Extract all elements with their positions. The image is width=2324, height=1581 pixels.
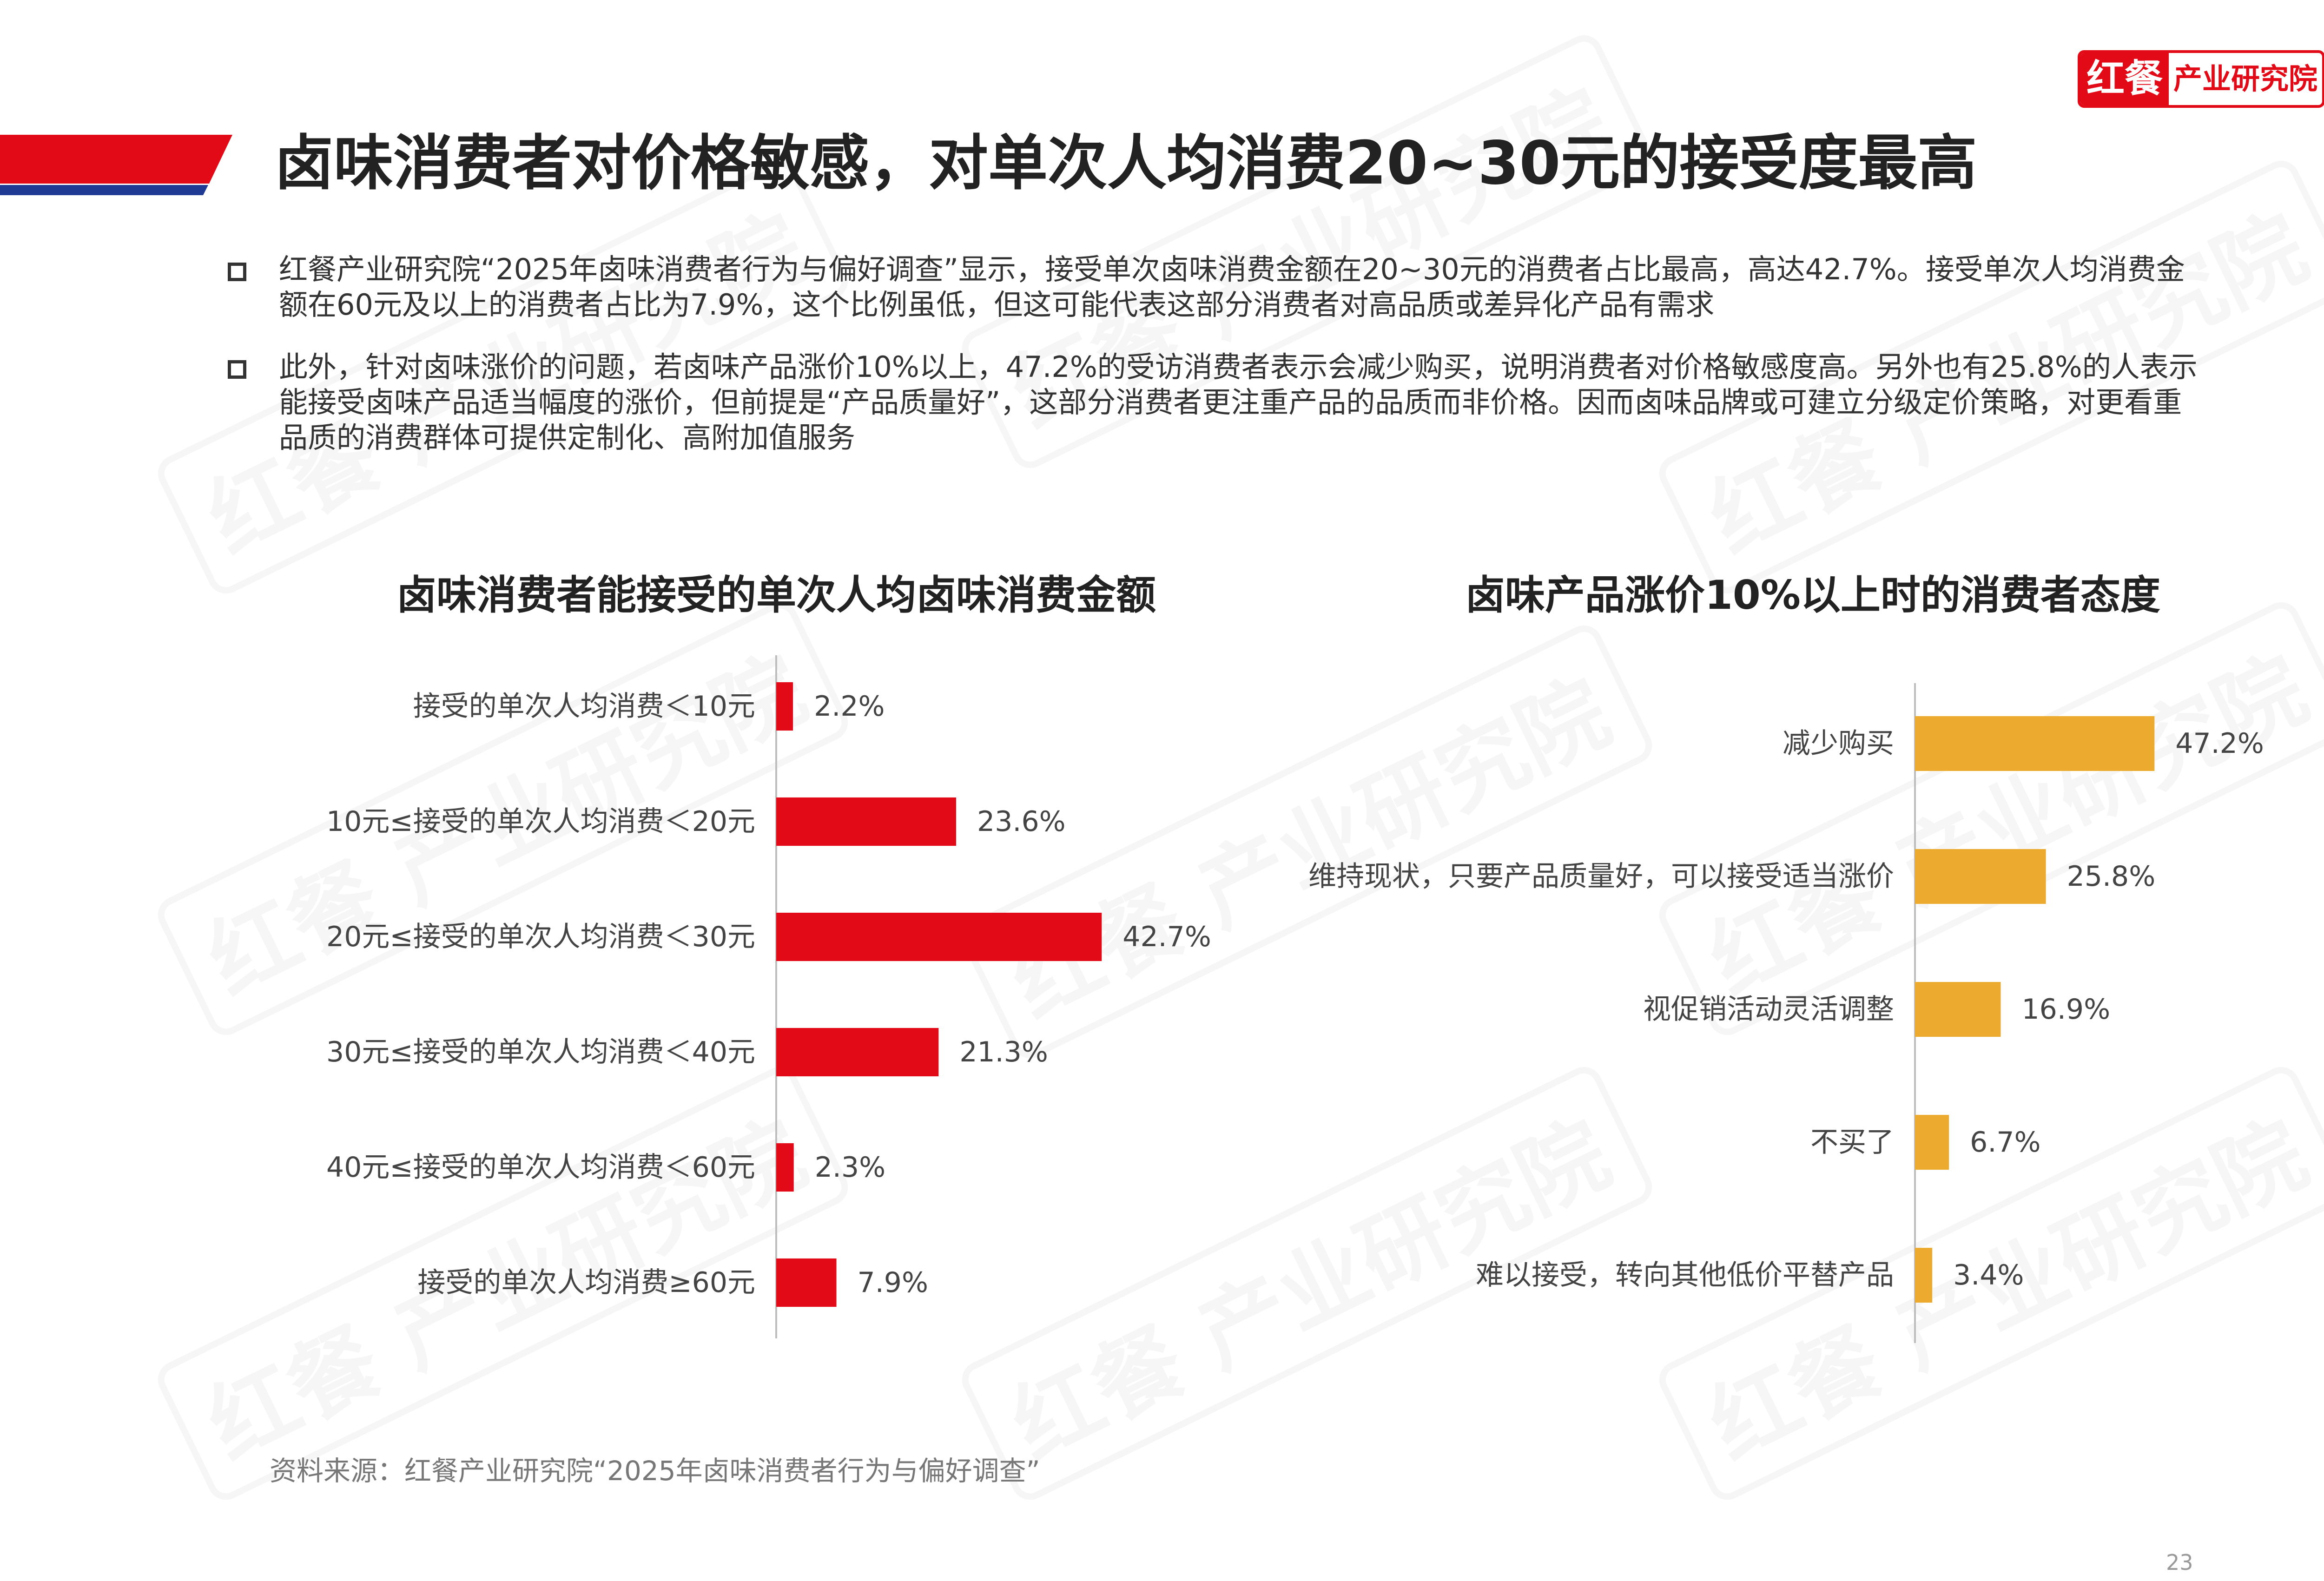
logo-wordmark: 产业研究院	[2173, 62, 2317, 96]
bar	[776, 1258, 837, 1307]
bullet-square-icon	[228, 360, 246, 379]
category-label: 维持现状，只要产品质量好，可以接受适当涨价	[1308, 860, 1894, 893]
category-label: 20元≤接受的单次人均消费＜30元	[326, 921, 755, 953]
source-note: 资料来源：红餐产业研究院“2025年卤味消费者行为与偏好调查”	[270, 1455, 1040, 1487]
bullet-paragraph: 此外，针对卤味涨价的问题，若卤味产品涨价10%以上，47.2%的受访消费者表示会…	[279, 350, 2198, 455]
data-label: 7.9%	[858, 1266, 928, 1299]
bullet-square-icon	[228, 263, 246, 281]
data-label: 23.6%	[977, 805, 1066, 838]
category-label: 40元≤接受的单次人均消费＜60元	[326, 1151, 755, 1184]
bar	[776, 1028, 939, 1076]
data-label: 21.3%	[959, 1036, 1048, 1068]
page-number: 23	[2166, 1550, 2193, 1575]
category-label: 接受的单次人均消费＜10元	[413, 690, 755, 723]
category-label: 30元≤接受的单次人均消费＜40元	[326, 1036, 755, 1068]
data-label: 42.7%	[1122, 921, 1211, 953]
chart-title-left: 卤味消费者能接受的单次人均卤味消费金额	[396, 572, 1156, 619]
chart-title-right: 卤味产品涨价10%以上时的消费者态度	[1465, 572, 2160, 619]
data-label: 25.8%	[2067, 860, 2156, 893]
bar	[1915, 849, 2046, 904]
category-label: 难以接受，转向其他低价平替产品	[1476, 1259, 1894, 1291]
bar	[1915, 1115, 1949, 1170]
category-label: 减少购买	[1783, 727, 1894, 760]
data-label: 2.2%	[814, 690, 885, 723]
category-label: 不买了	[1810, 1126, 1894, 1159]
data-label: 2.3%	[815, 1151, 885, 1184]
data-label: 16.9%	[2021, 993, 2110, 1026]
bar	[1915, 716, 2155, 771]
bar	[1915, 1248, 1933, 1303]
bar-chart-price-rise-attitude: 减少购买 47.2% 维持现状，只要产品质量好，可以接受适当涨价 25.8% 视促销活动…	[1162, 674, 2324, 1348]
data-label: 6.7%	[1970, 1126, 2040, 1159]
category-label: 10元≤接受的单次人均消费＜20元	[326, 805, 755, 838]
logo-mark: 红餐	[2080, 53, 2169, 105]
bar-chart-acceptable-spend: 接受的单次人均消费＜10元 2.2% 10元≤接受的单次人均消费＜20元 23.6% 2…	[0, 641, 1255, 1348]
data-label: 3.4%	[1953, 1259, 2024, 1291]
bar	[776, 682, 793, 731]
bar	[776, 1143, 794, 1192]
bar	[1915, 982, 2001, 1037]
brand-logo: 红餐 产业研究院	[2078, 50, 2324, 108]
bar	[776, 913, 1102, 961]
header-accent-blue	[0, 185, 208, 195]
category-label: 接受的单次人均消费≥60元	[417, 1266, 755, 1299]
category-label: 视促销活动灵活调整	[1643, 993, 1894, 1026]
header-accent-red	[0, 135, 232, 184]
bullet-paragraph: 红餐产业研究院“2025年卤味消费者行为与偏好调查”显示，接受单次卤味消费金额在…	[279, 252, 2185, 322]
header-accent-band	[0, 135, 232, 195]
data-label: 47.2%	[2175, 727, 2264, 760]
chart-svg: 接受的单次人均消费＜10元 2.2% 10元≤接受的单次人均消费＜20元 23.6% 2…	[326, 655, 1211, 1338]
page-title: 卤味消费者对价格敏感，对单次人均消费20~30元的接受度最高	[274, 129, 1977, 198]
chart-svg: 减少购买 47.2% 维持现状，只要产品质量好，可以接受适当涨价 25.8% 视促销活动…	[1308, 683, 2264, 1343]
bar	[776, 797, 957, 846]
